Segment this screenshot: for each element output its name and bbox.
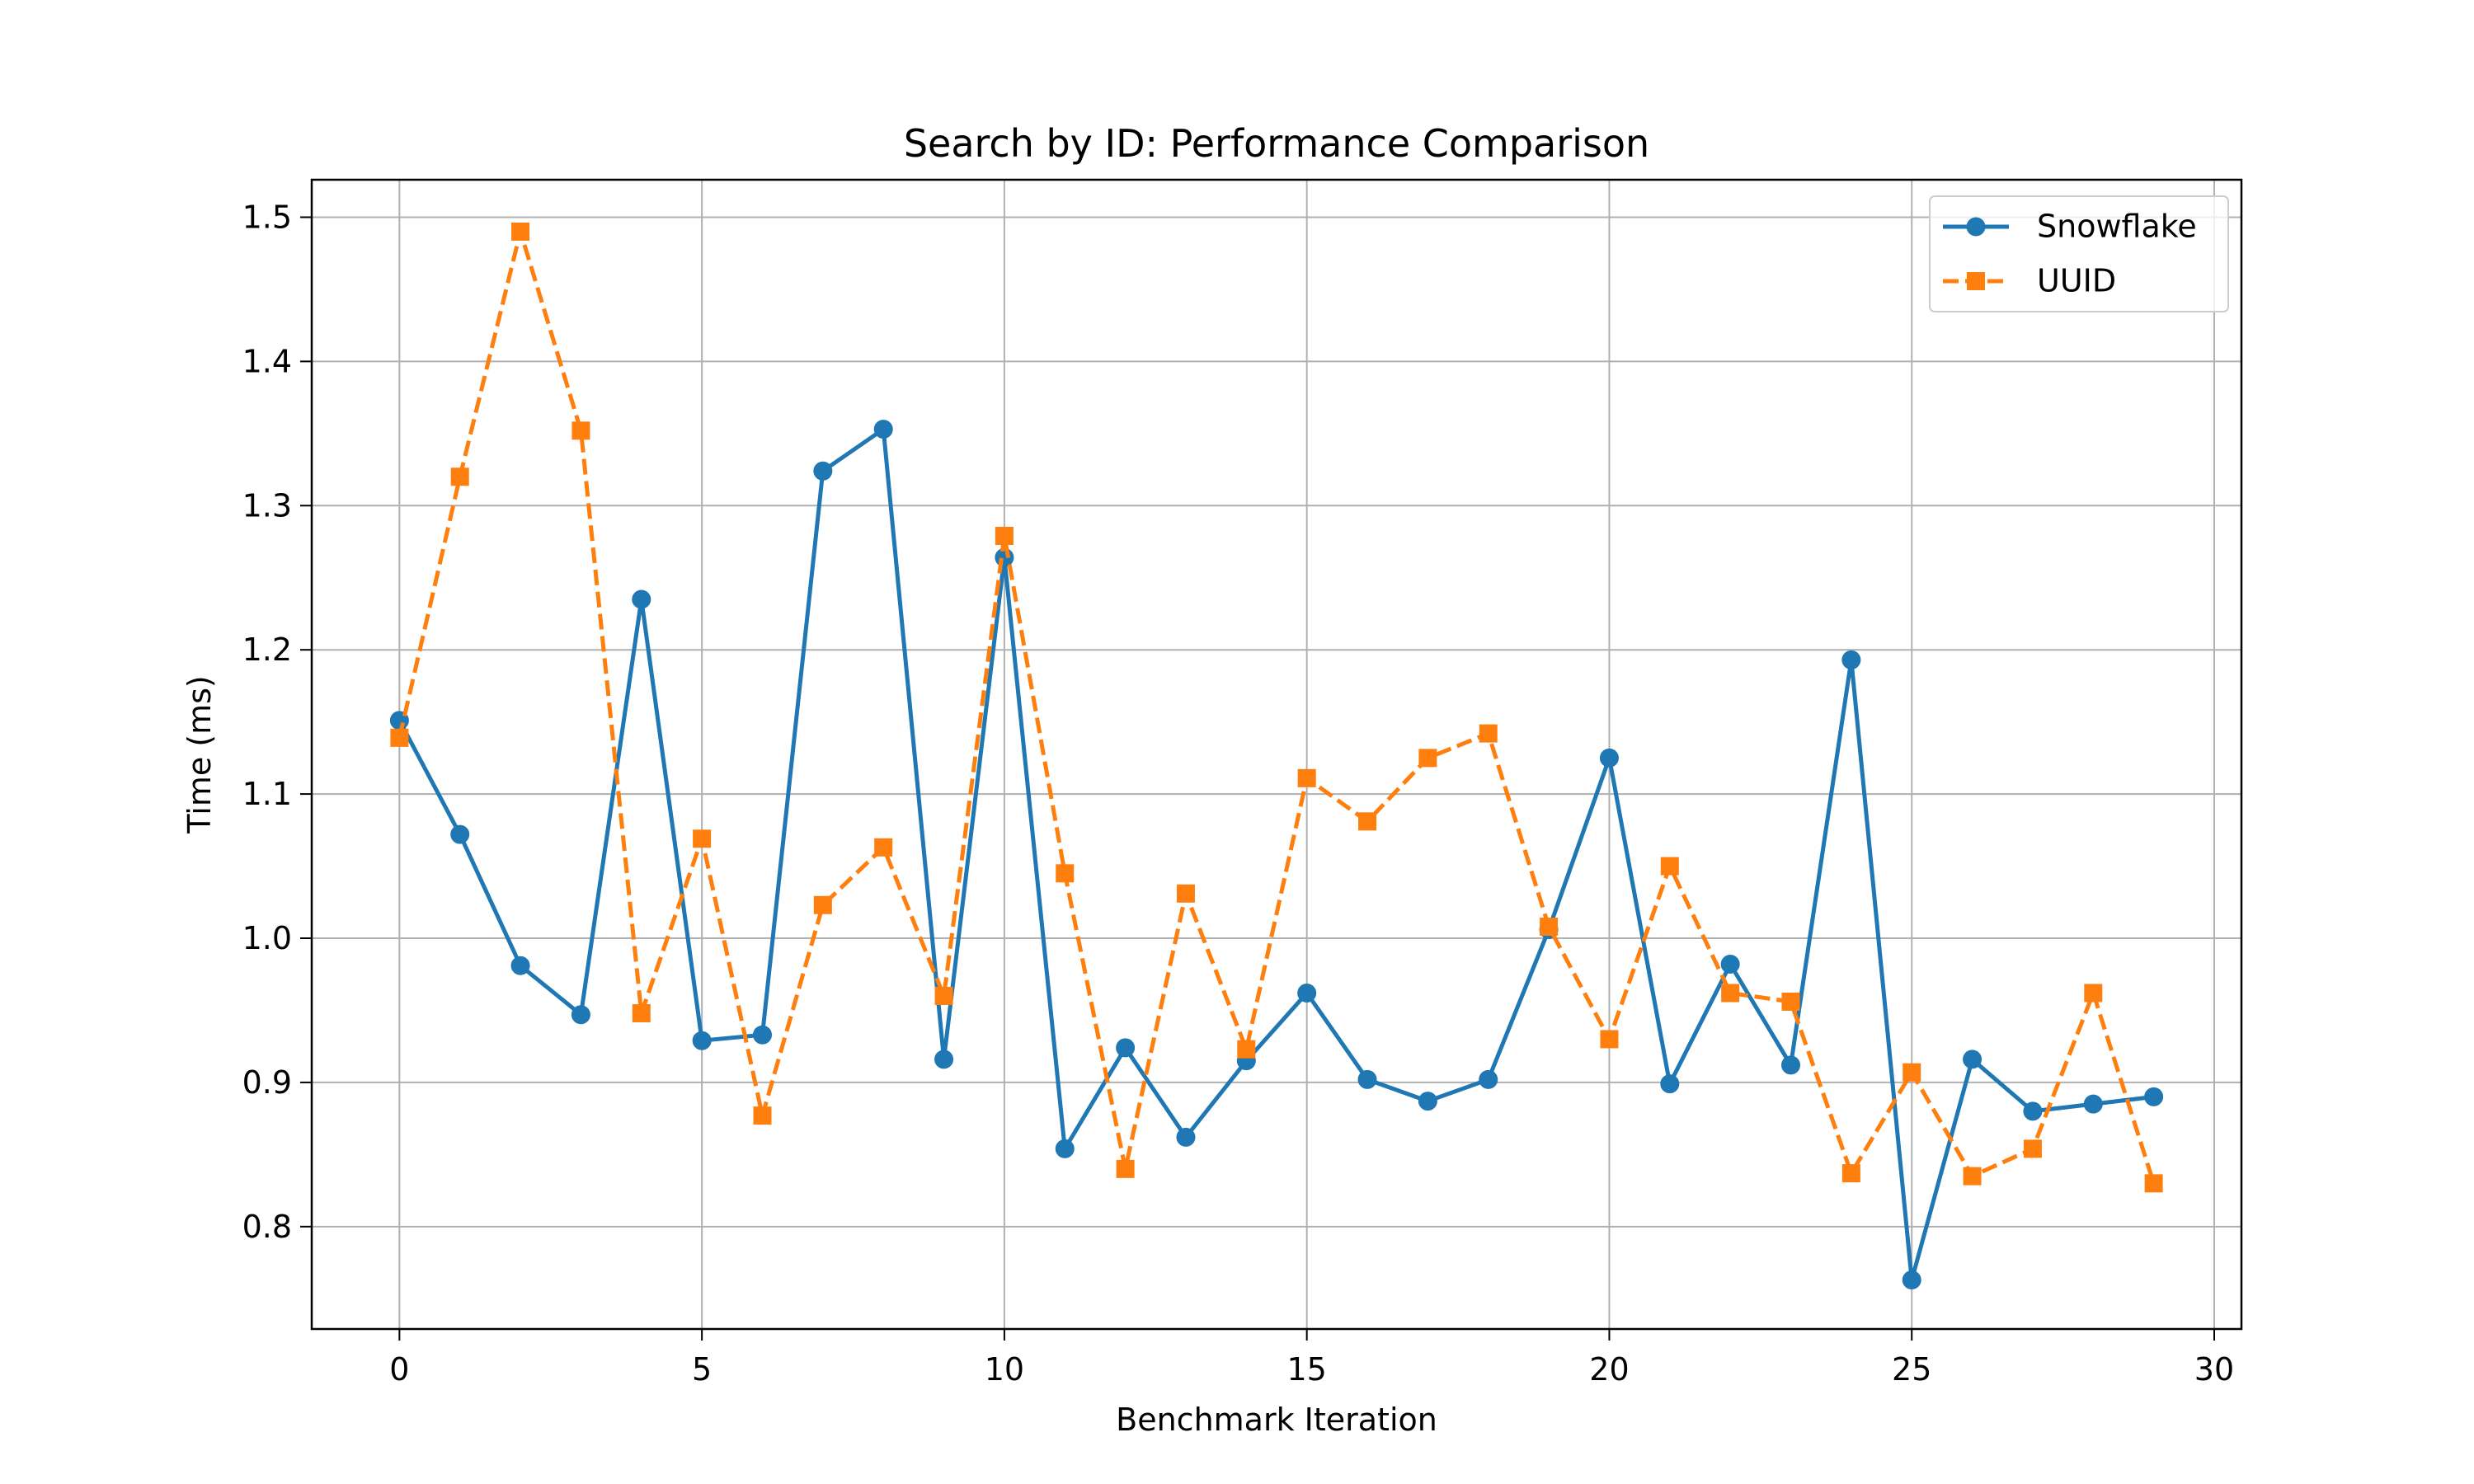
- data-point-uuid: [1479, 724, 1498, 743]
- data-point-uuid: [450, 467, 469, 486]
- legend-label-snowflake: Snowflake: [2037, 209, 2197, 245]
- data-point-uuid: [1237, 1040, 1256, 1059]
- data-point-uuid: [1841, 1164, 1860, 1183]
- y-tick-label: 0.9: [242, 1064, 292, 1101]
- series-line-snowflake: [397, 427, 2157, 1283]
- legend-label-uuid: UUID: [2037, 263, 2116, 299]
- x-tick-label: 20: [1589, 1351, 1629, 1388]
- legend-marker-snowflake: [1966, 217, 1986, 237]
- data-point-snowflake: [1418, 1092, 1437, 1111]
- series-line-uuid: [397, 229, 2157, 1185]
- data-point-snowflake: [934, 1050, 954, 1069]
- data-point-snowflake: [1660, 1074, 1680, 1094]
- y-tick-label: 1.3: [242, 487, 292, 524]
- data-point-snowflake: [1963, 1050, 1982, 1069]
- data-point-snowflake: [1055, 1139, 1075, 1158]
- y-tick-label: 1.2: [242, 632, 292, 668]
- x-tick-label: 30: [2194, 1351, 2234, 1388]
- legend-marker-shape: [1967, 272, 1985, 290]
- data-point-snowflake: [1357, 1069, 1377, 1089]
- x-tick-label: 0: [389, 1351, 409, 1388]
- data-point-uuid: [813, 895, 832, 914]
- data-point-uuid: [1418, 749, 1437, 768]
- legend-marker-uuid: [1967, 272, 1985, 290]
- data-point-snowflake: [1720, 954, 1740, 974]
- data-point-snowflake: [632, 589, 651, 609]
- data-point-uuid: [934, 986, 953, 1005]
- y-tick-label: 1.0: [242, 920, 292, 956]
- legend: Snowflake UUID: [1929, 195, 2229, 312]
- y-tick-label: 0.8: [242, 1209, 292, 1245]
- data-point-uuid: [1963, 1167, 1982, 1186]
- data-point-uuid: [1600, 1030, 1619, 1049]
- data-point-uuid: [1297, 768, 1316, 787]
- data-point-uuid: [995, 527, 1014, 546]
- legend-marker-shape: [1966, 217, 1986, 237]
- y-tick-label: 1.4: [242, 343, 292, 379]
- data-point-uuid: [1358, 812, 1377, 831]
- data-point-uuid: [1721, 984, 1740, 1003]
- x-axis-label: Benchmark Iteration: [1116, 1402, 1437, 1438]
- data-point-snowflake: [571, 1005, 590, 1025]
- data-point-snowflake: [1902, 1270, 1921, 1290]
- y-tick-label: 1.5: [242, 199, 292, 235]
- data-point-snowflake: [692, 1031, 712, 1050]
- data-point-snowflake: [1781, 1055, 1801, 1075]
- y-axis-label: Time (ms): [181, 675, 218, 834]
- chart-title: Search by ID: Performance Comparison: [904, 121, 1649, 166]
- data-point-snowflake: [510, 956, 530, 975]
- data-point-snowflake: [1176, 1127, 1196, 1147]
- data-point-uuid: [2023, 1139, 2042, 1158]
- plot-frame: [310, 178, 2243, 1331]
- y-tick-label: 1.1: [242, 776, 292, 812]
- data-point-snowflake: [1116, 1038, 1136, 1058]
- data-point-uuid: [753, 1106, 772, 1125]
- data-point-uuid: [1660, 857, 1679, 876]
- data-point-uuid: [1176, 884, 1195, 903]
- data-point-uuid: [632, 1003, 651, 1022]
- x-tick-label: 15: [1286, 1351, 1326, 1388]
- data-point-snowflake: [752, 1025, 772, 1045]
- data-point-uuid: [693, 829, 712, 848]
- data-point-uuid: [1781, 992, 1800, 1011]
- data-point-uuid: [2144, 1174, 2163, 1193]
- data-point-snowflake: [450, 824, 470, 844]
- x-tick-label: 5: [692, 1351, 712, 1388]
- data-point-uuid: [874, 838, 893, 857]
- data-point-snowflake: [1841, 650, 1861, 669]
- data-point-snowflake: [1479, 1069, 1498, 1089]
- series-uuid: [390, 222, 2163, 1193]
- data-point-uuid: [2084, 984, 2103, 1003]
- data-point-uuid: [1903, 1063, 1921, 1082]
- x-tick-label: 10: [985, 1351, 1024, 1388]
- data-point-uuid: [1540, 918, 1559, 937]
- data-point-uuid: [390, 728, 409, 747]
- data-point-snowflake: [813, 461, 833, 481]
- data-point-snowflake: [2083, 1094, 2103, 1114]
- axis-ticks: 0 5 10 15 20 25 30 0.8 0.9 1.0 1.1 1.2 1.3 1.4 1.5: [242, 199, 2235, 1388]
- data-point-snowflake: [2144, 1087, 2164, 1106]
- series-snowflake: [389, 420, 2164, 1290]
- data-point-snowflake: [1297, 983, 1317, 1003]
- grid-lines: [312, 180, 2241, 1329]
- data-point-uuid: [1116, 1159, 1135, 1178]
- data-point-snowflake: [1599, 748, 1619, 768]
- series-group: [389, 222, 2164, 1290]
- data-point-uuid: [571, 421, 590, 440]
- data-point-snowflake: [873, 420, 893, 439]
- data-point-uuid: [1056, 864, 1075, 883]
- data-point-snowflake: [2023, 1101, 2043, 1121]
- x-tick-label: 25: [1892, 1351, 1931, 1388]
- data-point-uuid: [511, 222, 530, 241]
